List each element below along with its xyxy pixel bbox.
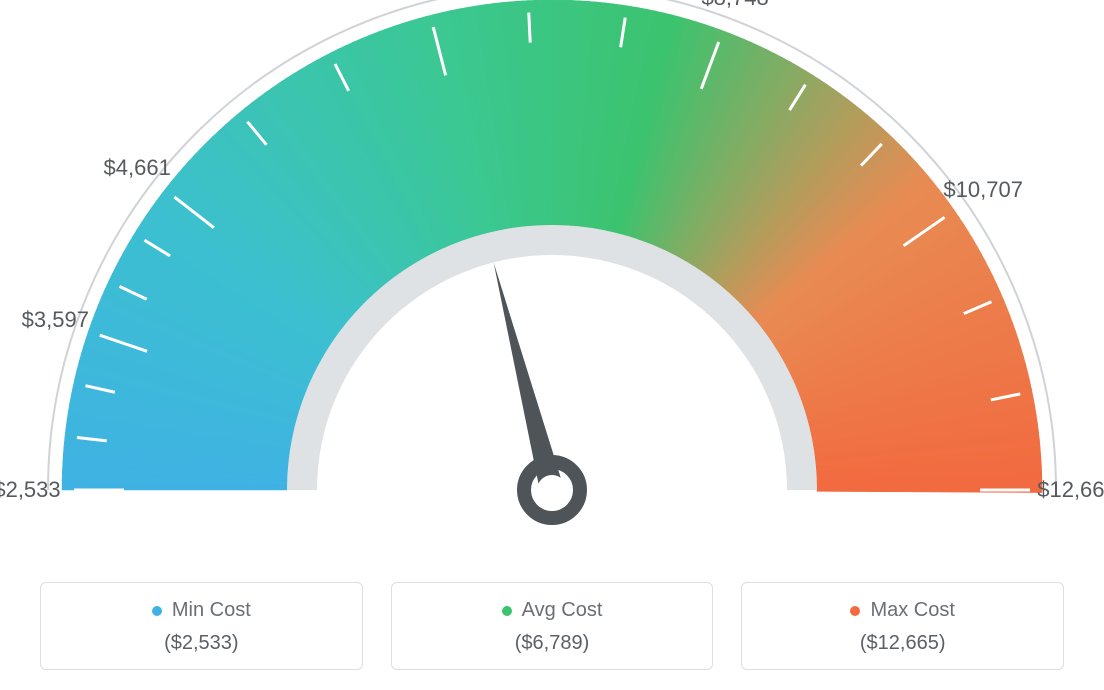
tick-label: $4,661 [104, 155, 171, 181]
legend-min-value: ($2,533) [51, 632, 352, 655]
legend-min-dot [152, 606, 162, 616]
legend-min-label: Min Cost [172, 599, 251, 622]
legend-max-value: ($12,665) [752, 632, 1053, 655]
legend-max-title: Max Cost [850, 599, 954, 622]
legend-avg-label: Avg Cost [522, 599, 603, 622]
gauge-svg [0, 0, 1104, 560]
legend-avg-title: Avg Cost [502, 599, 603, 622]
tick-label: $2,533 [0, 477, 61, 503]
legend-card-min: Min Cost ($2,533) [40, 582, 363, 670]
legend-max-dot [850, 606, 860, 616]
legend-avg-dot [502, 606, 512, 616]
gauge-chart-container: $2,533$3,597$4,661$6,789$8,748$10,707$12… [0, 0, 1104, 690]
gauge-area: $2,533$3,597$4,661$6,789$8,748$10,707$12… [0, 0, 1104, 560]
tick-label: $8,748 [701, 0, 768, 11]
legend-max-label: Max Cost [870, 599, 954, 622]
legend-avg-value: ($6,789) [402, 632, 703, 655]
legend-card-max: Max Cost ($12,665) [741, 582, 1064, 670]
legend-card-avg: Avg Cost ($6,789) [391, 582, 714, 670]
tick-label: $12,665 [1037, 477, 1104, 503]
legend-min-title: Min Cost [152, 599, 251, 622]
tick-label: $10,707 [943, 177, 1023, 203]
legend-row: Min Cost ($2,533) Avg Cost ($6,789) Max … [40, 582, 1064, 670]
tick-label: $3,597 [22, 307, 89, 333]
